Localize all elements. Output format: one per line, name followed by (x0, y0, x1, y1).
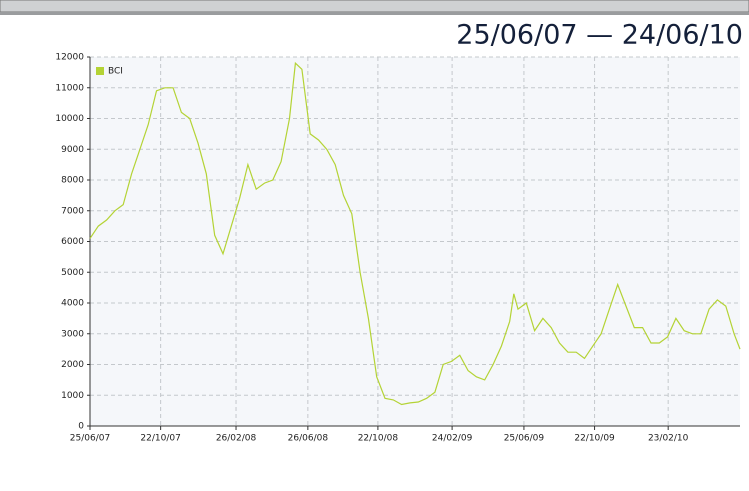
y-tick-label: 6000 (61, 237, 84, 247)
chart-title: 25/06/07 — 24/06/10 (456, 20, 743, 51)
line-series (89, 61, 741, 406)
x-tick-label: 22/10/07 (140, 434, 180, 444)
legend-label: BCI (108, 67, 123, 77)
x-tick-label: 26/06/08 (288, 434, 329, 444)
window-bar-edge (0, 12, 749, 15)
window-bar (0, 0, 749, 13)
x-tick-label: 24/02/09 (432, 434, 473, 444)
y-tick-label: 1000 (61, 391, 84, 401)
x-tick-label: 22/10/09 (574, 434, 615, 444)
y-tick-label: 9000 (61, 145, 84, 155)
y-tick-label: 0 (78, 422, 84, 432)
y-tick-label: 10000 (55, 114, 84, 124)
x-tick-label: 26/02/08 (216, 434, 257, 444)
x-tick-label: 25/06/09 (504, 434, 545, 444)
y-tick-label: 4000 (61, 299, 84, 309)
y-tick-label: 2000 (61, 360, 84, 370)
legend-swatch (96, 67, 104, 75)
x-tick-label: 25/06/07 (70, 434, 110, 444)
x-tick-label: 23/02/10 (648, 434, 689, 444)
x-tick-label: 22/10/08 (358, 434, 399, 444)
y-tick-label: 8000 (61, 176, 84, 186)
y-tick-label: 3000 (61, 329, 84, 339)
y-tick-label: 12000 (55, 53, 84, 63)
y-tick-label: 11000 (55, 83, 84, 93)
y-tick-label: 7000 (61, 206, 84, 216)
y-tick-label: 5000 (61, 268, 84, 278)
